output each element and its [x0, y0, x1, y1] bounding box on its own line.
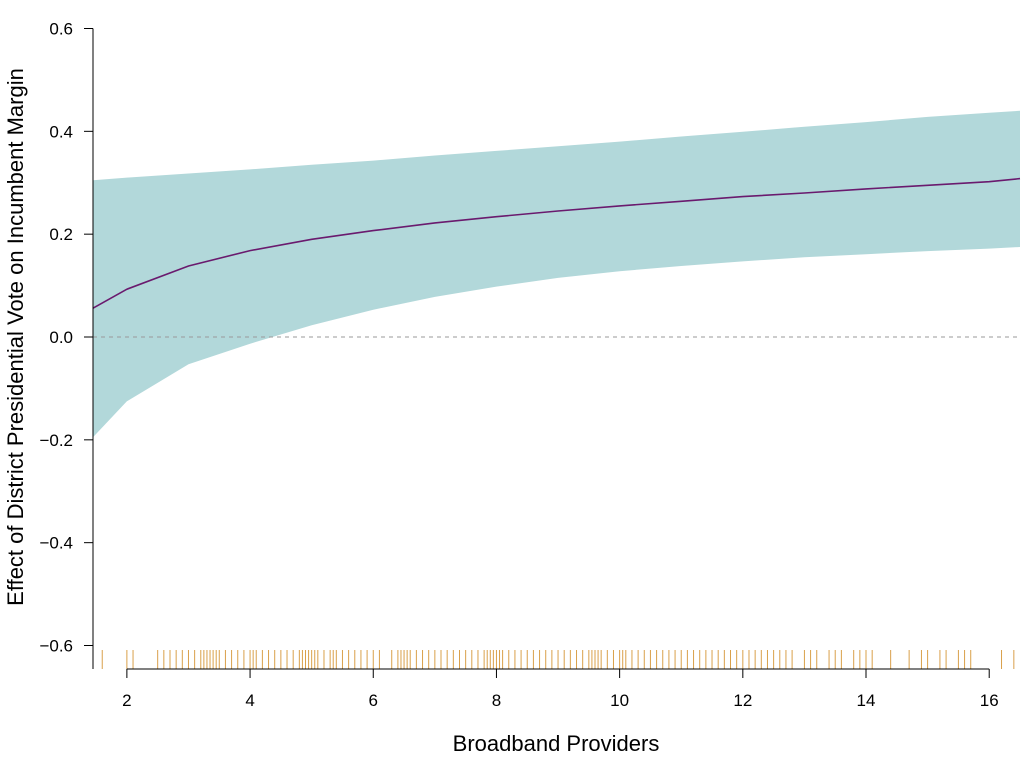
x-axis-title: Broadband Providers [453, 731, 660, 756]
rug-layer [101, 650, 1015, 669]
x-tick-label: 16 [980, 691, 999, 710]
y-tick-label: −0.2 [39, 431, 73, 450]
x-tick-label: 10 [610, 691, 629, 710]
y-tick-label: 0.6 [49, 20, 73, 39]
x-tick-label: 14 [857, 691, 876, 710]
y-tick-label: −0.6 [39, 637, 73, 656]
x-tick-label: 12 [733, 691, 752, 710]
estimate-line [92, 177, 1021, 309]
estimate-line-layer [92, 177, 1021, 309]
x-tick-label: 6 [369, 691, 378, 710]
y-tick-label: 0.2 [49, 225, 73, 244]
confidence-band-layer [93, 110, 1020, 438]
x-tick-label: 4 [245, 691, 254, 710]
y-tick-label: −0.4 [39, 534, 73, 553]
confidence-band [93, 110, 1020, 438]
y-tick-label: 0.0 [49, 328, 73, 347]
y-axis-title: Effect of District Presidential Vote on … [3, 68, 28, 606]
y-tick-label: 0.4 [49, 122, 73, 141]
x-tick-label: 2 [122, 691, 131, 710]
axes-layer: 0.6 0.4 0.2 0.0 −0.2 −0.4 −0.6 2 4 6 8 10 12 14 16 [39, 20, 998, 711]
x-tick-label: 8 [492, 691, 501, 710]
